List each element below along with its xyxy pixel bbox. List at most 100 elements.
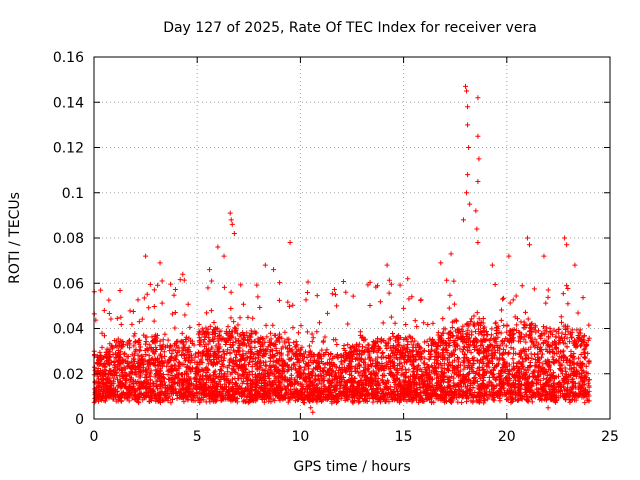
data-points — [91, 83, 592, 415]
data-point — [524, 397, 530, 403]
data-point — [523, 385, 529, 391]
data-point — [152, 392, 158, 398]
data-point — [161, 349, 167, 355]
data-point — [104, 395, 109, 401]
data-point — [415, 348, 421, 354]
data-point — [347, 389, 353, 395]
data-point — [434, 346, 440, 352]
data-point — [135, 352, 141, 358]
data-point — [301, 400, 307, 406]
data-point — [282, 338, 288, 344]
data-point — [496, 371, 502, 377]
data-point — [285, 352, 291, 358]
data-point — [146, 342, 152, 348]
data-point — [273, 345, 279, 351]
data-point — [341, 342, 347, 348]
data-point — [350, 385, 356, 391]
data-point — [132, 387, 138, 393]
data-point — [505, 396, 511, 402]
data-point — [488, 358, 494, 364]
data-point — [444, 350, 450, 356]
data-point — [557, 354, 563, 360]
data-point — [209, 380, 215, 386]
data-point — [534, 345, 540, 351]
data-point — [539, 397, 545, 403]
data-point — [219, 337, 225, 343]
data-point — [527, 364, 533, 370]
data-point — [291, 362, 297, 368]
data-point — [555, 330, 561, 336]
data-point — [411, 380, 417, 386]
data-point — [426, 356, 432, 362]
data-point — [383, 392, 389, 398]
data-point — [267, 354, 273, 360]
data-point — [493, 342, 499, 348]
data-point — [483, 389, 489, 395]
data-point — [371, 343, 377, 349]
data-point — [186, 344, 192, 350]
data-point — [139, 360, 145, 366]
data-point — [455, 329, 461, 335]
data-point — [186, 374, 192, 380]
data-point — [131, 383, 137, 389]
data-point — [395, 362, 401, 368]
data-point — [511, 331, 517, 337]
data-point — [506, 350, 512, 356]
data-point — [193, 375, 199, 381]
data-point — [251, 338, 257, 344]
data-point — [150, 387, 156, 393]
data-point — [197, 373, 203, 379]
data-point — [126, 338, 132, 344]
data-point — [359, 352, 365, 358]
data-point — [176, 375, 182, 381]
data-point — [583, 375, 589, 381]
data-point — [129, 388, 135, 394]
data-point — [213, 326, 219, 332]
data-point — [181, 342, 187, 348]
data-point — [174, 344, 180, 350]
data-point — [504, 381, 510, 387]
data-point — [463, 374, 469, 380]
data-point — [440, 355, 446, 361]
data-point — [406, 384, 412, 390]
data-point — [432, 360, 438, 366]
data-point — [278, 351, 284, 357]
data-point — [435, 330, 441, 336]
data-point — [452, 370, 458, 376]
data-point — [181, 376, 187, 382]
data-point — [185, 352, 191, 358]
data-point — [527, 389, 533, 395]
data-point — [480, 359, 486, 365]
data-point — [354, 356, 360, 362]
data-point — [271, 377, 277, 383]
data-point — [103, 376, 109, 382]
data-point — [157, 343, 163, 349]
data-point — [357, 381, 363, 387]
data-point — [518, 354, 524, 360]
data-point — [356, 399, 362, 405]
data-point — [97, 370, 103, 376]
data-point — [469, 332, 475, 338]
data-point — [435, 343, 441, 349]
data-point — [315, 381, 321, 387]
data-point — [310, 395, 316, 401]
data-point — [503, 360, 509, 366]
data-point — [306, 360, 312, 366]
data-point — [199, 326, 205, 332]
data-point — [163, 344, 169, 350]
data-point — [529, 394, 535, 400]
data-point — [516, 359, 522, 365]
data-point — [309, 388, 315, 394]
data-point — [437, 394, 443, 400]
data-point — [534, 386, 540, 392]
data-point — [92, 367, 98, 373]
data-point — [221, 352, 227, 358]
data-point — [172, 355, 178, 361]
data-point — [196, 350, 202, 356]
data-point — [172, 362, 178, 368]
data-point — [397, 383, 403, 389]
data-point — [230, 384, 236, 390]
data-point — [168, 400, 174, 406]
data-point — [162, 392, 168, 398]
data-point — [117, 361, 123, 367]
